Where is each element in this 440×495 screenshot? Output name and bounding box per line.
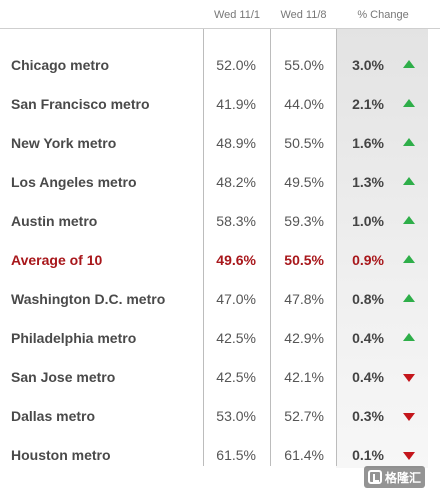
- row-name: San Jose metro: [11, 369, 116, 385]
- column-divider: [270, 28, 271, 466]
- value-change: 0.8%: [352, 291, 384, 307]
- watermark-logo-icon: [368, 470, 382, 484]
- table-row: Austin metro 58.3% 59.3% 1.0%: [0, 202, 440, 241]
- row-name: Dallas metro: [11, 408, 96, 424]
- arrow-up-icon: [403, 216, 415, 224]
- arrow-up-icon: [403, 99, 415, 107]
- value-wed-11-1: 41.9%: [216, 96, 256, 112]
- value-change: 0.4%: [352, 369, 384, 385]
- arrow-down-icon: [403, 374, 415, 382]
- value-wed-11-1: 61.5%: [216, 447, 256, 463]
- row-name: New York metro: [11, 135, 117, 151]
- value-change: 1.3%: [352, 174, 384, 190]
- value-wed-11-8: 50.5%: [284, 252, 324, 268]
- row-name: Los Angeles metro: [11, 174, 137, 190]
- value-wed-11-1: 42.5%: [216, 369, 256, 385]
- arrow-up-icon: [403, 294, 415, 302]
- arrow-up-icon: [403, 333, 415, 341]
- column-divider: [336, 28, 337, 466]
- value-wed-11-8: 49.5%: [284, 174, 324, 190]
- value-change: 0.9%: [352, 252, 384, 268]
- value-change: 1.6%: [352, 135, 384, 151]
- table-row: Average of 10 49.6% 50.5% 0.9%: [0, 241, 440, 280]
- value-wed-11-8: 44.0%: [284, 96, 324, 112]
- row-name: Average of 10: [11, 252, 103, 268]
- value-wed-11-8: 52.7%: [284, 408, 324, 424]
- arrow-down-icon: [403, 413, 415, 421]
- row-name: Washington D.C. metro: [11, 291, 166, 307]
- value-wed-11-8: 50.5%: [284, 135, 324, 151]
- value-wed-11-1: 49.6%: [216, 252, 256, 268]
- row-name: Chicago metro: [11, 57, 110, 73]
- table-row: Philadelphia metro 42.5% 42.9% 0.4%: [0, 319, 440, 358]
- value-wed-11-8: 61.4%: [284, 447, 324, 463]
- arrow-down-icon: [403, 452, 415, 460]
- value-wed-11-8: 47.8%: [284, 291, 324, 307]
- value-wed-11-1: 48.2%: [216, 174, 256, 190]
- table-row: Washington D.C. metro 47.0% 47.8% 0.8%: [0, 280, 440, 319]
- row-name: Austin metro: [11, 213, 98, 229]
- arrow-up-icon: [403, 138, 415, 146]
- column-divider: [203, 28, 204, 466]
- arrow-up-icon: [403, 177, 415, 185]
- table-row: Houston metro 61.5% 61.4% 0.1%: [0, 436, 440, 475]
- column-header-wed-11-1: Wed 11/1: [213, 9, 261, 21]
- table-row: Dallas metro 53.0% 52.7% 0.3%: [0, 397, 440, 436]
- value-wed-11-1: 58.3%: [216, 213, 256, 229]
- value-wed-11-8: 59.3%: [284, 213, 324, 229]
- column-header-change: % Change: [357, 9, 409, 21]
- value-change: 1.0%: [352, 213, 384, 229]
- value-wed-11-1: 42.5%: [216, 330, 256, 346]
- arrow-up-icon: [403, 60, 415, 68]
- value-wed-11-1: 48.9%: [216, 135, 256, 151]
- value-change: 0.3%: [352, 408, 384, 424]
- value-change: 3.0%: [352, 57, 384, 73]
- value-change: 0.1%: [352, 447, 384, 463]
- column-header-wed-11-8: Wed 11/8: [280, 9, 327, 21]
- arrow-up-icon: [403, 255, 415, 263]
- value-wed-11-1: 52.0%: [216, 57, 256, 73]
- watermark-text: 格隆汇: [385, 470, 422, 485]
- value-wed-11-8: 42.9%: [284, 330, 324, 346]
- value-wed-11-1: 53.0%: [216, 408, 256, 424]
- watermark: 格隆汇: [364, 466, 426, 488]
- row-name: Philadelphia metro: [11, 330, 137, 346]
- value-wed-11-1: 47.0%: [216, 291, 256, 307]
- table-row: Los Angeles metro 48.2% 49.5% 1.3%: [0, 163, 440, 202]
- value-wed-11-8: 42.1%: [284, 369, 324, 385]
- row-name: Houston metro: [11, 447, 111, 463]
- row-name: San Francisco metro: [11, 96, 150, 112]
- table-row: San Francisco metro 41.9% 44.0% 2.1%: [0, 85, 440, 124]
- value-wed-11-8: 55.0%: [284, 57, 324, 73]
- value-change: 2.1%: [352, 96, 384, 112]
- value-change: 0.4%: [352, 330, 384, 346]
- table-row: San Jose metro 42.5% 42.1% 0.4%: [0, 358, 440, 397]
- header-divider: [0, 28, 440, 29]
- table-row: New York metro 48.9% 50.5% 1.6%: [0, 124, 440, 163]
- table-row: Chicago metro 52.0% 55.0% 3.0%: [0, 46, 440, 85]
